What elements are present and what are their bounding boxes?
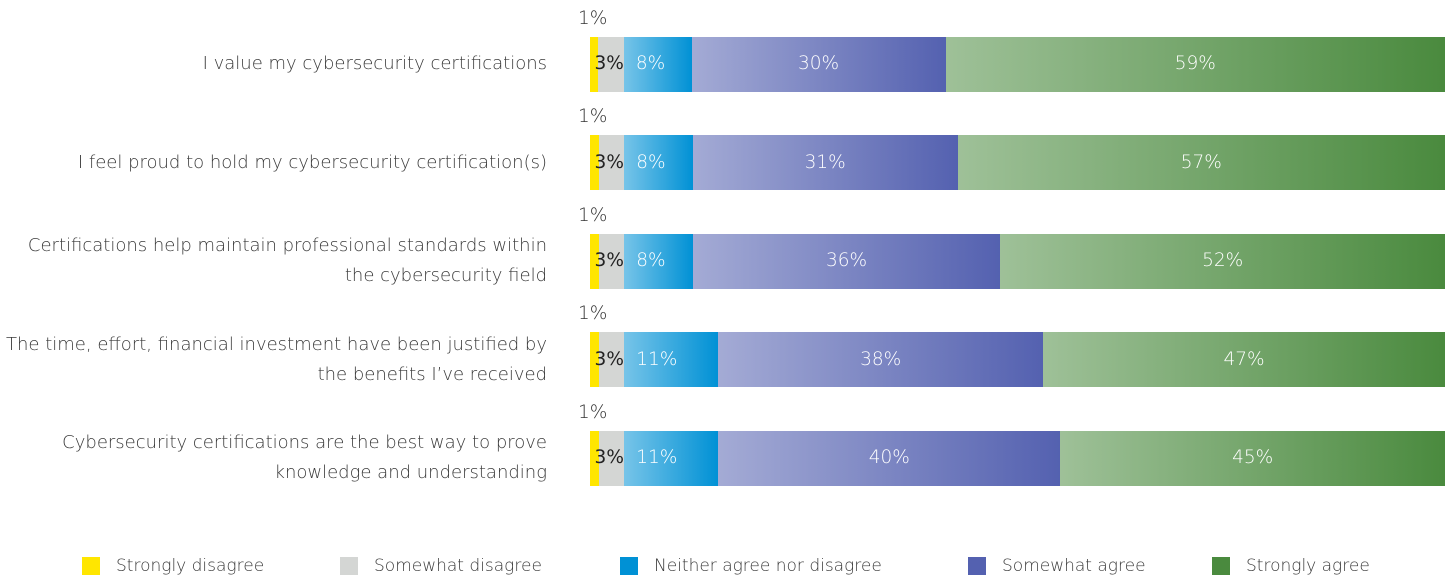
legend-swatch [968,557,986,575]
bar-segment [1000,233,1445,289]
bar-segment [957,135,1445,190]
value-label: 8% [636,250,666,271]
bar-segment [624,233,693,289]
value-label: 59% [1174,53,1216,74]
value-label: 1% [578,303,608,324]
value-label: 57% [1180,151,1222,173]
bar-segment [624,430,719,486]
value-label: 11% [636,348,678,370]
value-label: 38% [860,348,902,370]
bar-segment [590,332,599,387]
legend-swatch [620,557,638,575]
value-label: 36% [825,250,868,271]
bar-segment [598,135,625,190]
category-label: I value my cybersecurity certifications [202,53,547,74]
value-label: 3% [594,151,624,173]
bar-segment [624,135,693,190]
value-label: 11% [636,447,678,468]
legend-swatch [1212,557,1230,575]
category-label: I feel proud to hold my cybersecurity ce… [77,151,547,173]
bar-segment [590,233,599,289]
bar-segment [590,36,599,92]
category-label: Certifications help maintain professiona… [27,235,547,286]
bar-segment [598,430,625,486]
value-label: 1% [578,401,608,423]
category-label: Cybersecurity certifications are the bes… [62,432,547,483]
value-label: 47% [1223,348,1265,370]
value-label: 8% [636,151,666,173]
legend-label: Strongly agree [1246,556,1370,576]
value-label: 3% [594,348,624,370]
value-label: 1% [578,7,608,29]
bar-segment [1060,430,1445,486]
bar-segment [590,135,599,190]
bar-segment [692,135,958,190]
bar-segment [624,332,719,387]
bar-segment [598,36,624,92]
value-label: 31% [804,151,846,173]
bar-segment [590,430,599,486]
bar-segment [1043,332,1445,387]
value-label: 1% [578,204,608,226]
value-label: 1% [578,106,608,127]
value-label: 3% [594,250,624,271]
bar-segment [692,233,1001,289]
bar-segment [718,430,1061,486]
bar-segment [598,233,625,289]
value-label: 52% [1202,250,1244,271]
bar-segment [691,36,946,92]
value-label: 45% [1232,447,1274,468]
category-label: The time, effort, financial investment h… [6,333,547,385]
legend-label: Strongly disagree [116,556,265,576]
bar-segment [718,332,1044,387]
value-label: 8% [635,53,666,74]
legend-swatch [340,557,358,575]
bar-segment [623,36,692,92]
value-label: 40% [868,447,910,468]
value-label: 3% [594,447,624,468]
bar-segment [945,36,1445,92]
value-label: 30% [798,53,840,74]
legend-label: Somewhat agree [1002,556,1146,576]
legend-label: Somewhat disagree [374,556,542,576]
bar-segment [598,332,625,387]
legend-label: Neither agree nor disagree [654,556,882,576]
value-label: 3% [594,53,624,74]
legend-swatch [82,557,100,575]
